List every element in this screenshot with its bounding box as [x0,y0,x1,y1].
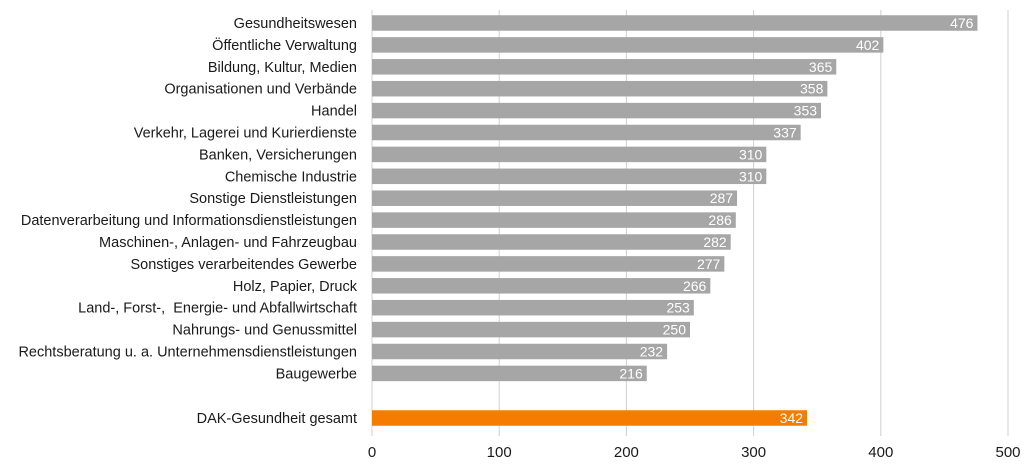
category-label: Baugewerbe [276,366,357,382]
bar [372,190,738,206]
data-label: 287 [710,190,734,206]
data-label: 286 [708,212,732,228]
category-label: Organisationen und Verbände [164,82,357,98]
bar [372,124,801,141]
x-axis-ticks: 0 100 200 300 400 500 [368,444,1021,461]
x-tick-label: 0 [368,444,376,461]
category-labels: Gesundheitswesen Öffentliche Verwaltung Bi… [18,16,357,427]
data-label: 365 [809,59,833,75]
category-label: Öffentliche Verwaltung [212,36,357,54]
data-label: 310 [739,168,763,184]
category-label-total: DAK-Gesundheit gesamt [197,411,357,427]
bar [372,102,822,119]
category-label: Gesundheitswesen [234,16,357,32]
bar [372,212,736,228]
bar [372,299,694,316]
x-tick-label: 300 [741,444,766,461]
bar [372,256,725,272]
bar-total [372,410,808,426]
category-label: Chemische Industrie [225,169,357,185]
data-label-total: 342 [780,410,804,426]
x-tick-label: 100 [487,444,512,461]
category-label: Banken, Versicherungen [199,147,357,163]
bar [372,234,731,250]
data-label: 232 [640,344,664,360]
bar [372,80,828,97]
category-label: Rechtsberatung u. a. Unternehmensdienstl… [18,345,357,361]
category-label: Maschinen-, Anlagen- und Fahrzeugbau [99,235,357,251]
bar [372,321,690,338]
data-label: 358 [800,81,824,97]
bar [372,59,837,75]
bar [372,365,647,382]
data-label: 266 [683,278,707,294]
category-label: Bildung, Kultur, Medien [208,60,357,76]
data-label: 476 [950,15,974,31]
category-label: Handel [311,104,357,120]
bar [372,37,884,53]
category-label: Sonstige Dienstleistungen [189,191,357,207]
bar [372,15,978,31]
category-label: Sonstiges verarbeitendes Gewerbe [131,257,358,273]
category-label: Holz, Papier, Druck [233,279,358,295]
category-label: Verkehr, Lagerei und Kurierdienste [134,126,357,142]
data-label: 216 [619,365,643,381]
data-label: 253 [666,300,690,316]
data-label: 310 [739,146,763,162]
data-label: 282 [703,234,727,250]
data-label: 353 [794,103,818,119]
bar [372,278,711,294]
data-label: 402 [856,37,880,53]
data-label: 250 [663,322,687,338]
bar [372,146,767,163]
bars: 476 402 365 358 353 337 310 310 287 286 282 277 266 2… [372,15,978,426]
data-label: 337 [773,125,797,141]
bar [372,343,668,360]
bar [372,168,767,185]
x-tick-label: 500 [995,444,1020,461]
x-tick-label: 200 [614,444,639,461]
x-tick-label: 400 [868,444,893,461]
data-label: 277 [697,256,721,272]
category-label: Land-, Forst-, Energie- und Abfallwirtsc… [78,301,357,317]
category-label: Nahrungs- und Genussmittel [172,323,357,339]
category-label: Datenverarbeitung und Informationsdienst… [21,213,357,229]
